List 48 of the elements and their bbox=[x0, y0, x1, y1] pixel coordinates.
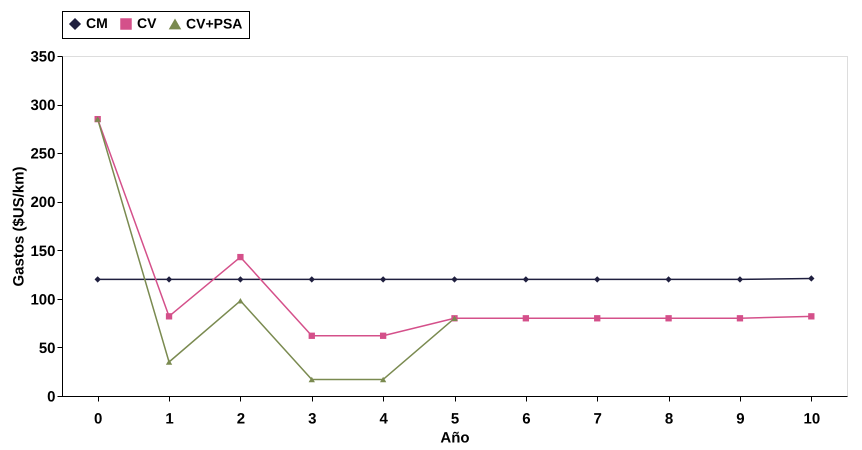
x-tick-label: 9 bbox=[736, 410, 745, 428]
point bbox=[808, 313, 814, 320]
point bbox=[522, 315, 530, 322]
x-tick-label: 6 bbox=[522, 410, 531, 428]
x-tick-label: 0 bbox=[94, 410, 102, 428]
y-tick-label: 350 bbox=[30, 48, 56, 66]
point bbox=[166, 313, 172, 320]
y-tick-label: 50 bbox=[38, 340, 56, 357]
y-axis-title: Gastos ($US/km) bbox=[10, 166, 28, 287]
x-tick-label: 7 bbox=[594, 410, 602, 428]
x-tick-label: 4 bbox=[379, 410, 388, 428]
point bbox=[451, 276, 458, 283]
y-tick-label: 250 bbox=[30, 146, 56, 163]
legend-label: CV+PSA bbox=[186, 15, 242, 32]
y-tick-label: 150 bbox=[30, 242, 56, 260]
point bbox=[166, 359, 172, 365]
point bbox=[380, 376, 386, 382]
point bbox=[594, 276, 600, 283]
point bbox=[94, 276, 101, 283]
legend-label: CV bbox=[137, 15, 158, 31]
point bbox=[237, 254, 244, 260]
point bbox=[237, 298, 244, 304]
point bbox=[736, 315, 744, 322]
point bbox=[736, 276, 744, 283]
point bbox=[665, 315, 672, 322]
point bbox=[166, 276, 172, 283]
point bbox=[308, 276, 315, 283]
point bbox=[522, 276, 530, 283]
x-tick-label: 1 bbox=[165, 410, 174, 428]
point bbox=[308, 376, 315, 382]
x-tick-label: 2 bbox=[236, 410, 246, 428]
y-tick-label: 100 bbox=[30, 291, 56, 308]
point bbox=[380, 276, 386, 283]
point bbox=[594, 315, 600, 322]
x-tick-label: 8 bbox=[664, 410, 674, 428]
y-tick-label: 0 bbox=[47, 388, 56, 406]
point bbox=[308, 332, 315, 339]
x-tick-label: 5 bbox=[450, 410, 460, 428]
x-tick-label: 10 bbox=[803, 410, 820, 428]
point bbox=[237, 276, 244, 283]
y-tick-label: 200 bbox=[30, 194, 56, 212]
y-tick-label: 300 bbox=[30, 97, 56, 114]
x-axis-title: Año bbox=[440, 430, 470, 446]
point bbox=[380, 332, 386, 339]
point bbox=[808, 275, 814, 282]
legend-label: CM bbox=[86, 15, 108, 31]
x-tick-label: 3 bbox=[308, 410, 316, 428]
point bbox=[665, 276, 672, 283]
